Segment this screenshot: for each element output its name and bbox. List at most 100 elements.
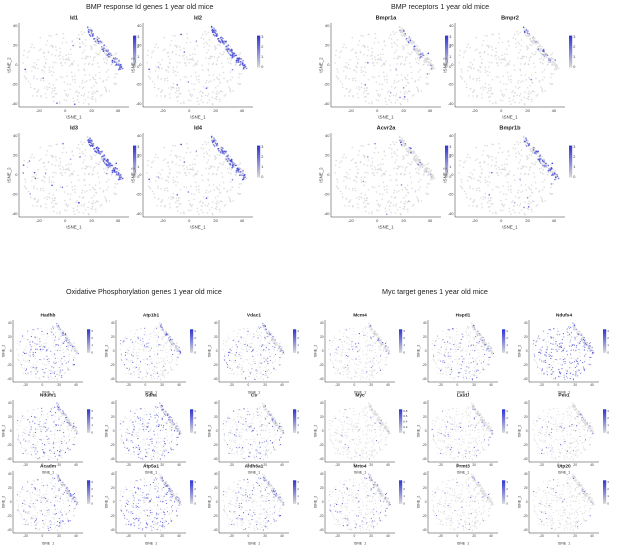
panel-gene-title: Aldh6a1 <box>245 464 264 470</box>
legend-tick-label: 1 <box>506 343 508 347</box>
y-tick-label: -40 <box>422 457 427 461</box>
y-tick-label: 20 <box>137 43 142 48</box>
panel-gene-title: Id4 <box>194 126 203 132</box>
y-tick-label: 0 <box>139 62 142 67</box>
section-title: BMP receptors 1 year old mice <box>391 2 489 11</box>
color-legend-bar <box>399 329 402 353</box>
legend-tick-label: 1 <box>261 55 263 59</box>
legend-tick-label: 3 <box>573 145 575 149</box>
y-axis-label: tSNE_2 <box>319 57 324 73</box>
y-axis-label: tSNE_2 <box>518 345 522 357</box>
legend-tick-label: 2 <box>194 336 196 340</box>
panel-gene-title: Hspd1 <box>456 313 471 319</box>
x-tick-label: 0 <box>145 534 147 538</box>
y-tick-label: 0 <box>216 500 218 504</box>
legend-tick-label: 2 <box>403 487 405 491</box>
x-tick-label: 20 <box>472 534 476 538</box>
legend-tick-label: 2 <box>297 416 299 420</box>
legend-tick-label: 3 <box>506 480 508 484</box>
y-tick-label: 0 <box>322 429 324 433</box>
legend-tick-label: 2 <box>91 416 93 420</box>
y-tick-label: -20 <box>422 443 427 447</box>
panel-gene-title: Mrto4 <box>353 464 366 470</box>
legend-tick-label: 0 <box>194 430 196 434</box>
y-tick-label: -20 <box>7 443 12 447</box>
legend-tick-label: 2 <box>194 416 196 420</box>
color-legend-bar <box>399 480 402 504</box>
legend-tick-label: 2 <box>403 336 405 340</box>
cell-points <box>223 473 285 531</box>
y-tick-label: 0 <box>526 349 528 353</box>
x-tick-label: 0 <box>248 383 250 387</box>
y-tick-label: 40 <box>325 23 330 28</box>
x-axis-label: tSNE_1 <box>66 225 82 230</box>
x-tick-label: 20 <box>472 383 476 387</box>
y-tick-label: -40 <box>448 101 455 106</box>
color-legend-bar <box>257 146 260 178</box>
x-axis-label: tSNE_1 <box>558 542 570 545</box>
x-tick-label: 0 <box>42 383 44 387</box>
y-tick-label: 40 <box>449 133 454 138</box>
legend-tick-label: 1 <box>297 494 299 498</box>
y-tick-label: 40 <box>214 401 218 405</box>
x-tick-label: -20 <box>335 534 340 538</box>
legend-tick-label: 2 <box>261 155 263 159</box>
legend-tick-label: 3 <box>91 329 93 333</box>
panel-gene-title: Bmpr2 <box>501 16 519 22</box>
y-tick-label: 40 <box>423 321 427 325</box>
legend-tick-label: 1 <box>607 343 609 347</box>
legend-tick-label: 1 <box>403 494 405 498</box>
legend-tick-label: 2 <box>573 45 575 49</box>
y-tick-label: 0 <box>10 349 12 353</box>
x-tick-label: 20 <box>263 534 267 538</box>
y-tick-label: -20 <box>422 363 427 367</box>
legend-tick-label: 2 <box>297 336 299 340</box>
y-axis-label: tSNE_2 <box>443 57 448 73</box>
panel-gene-title: Atp1b1 <box>143 313 160 319</box>
y-tick-label: -20 <box>448 82 455 87</box>
x-tick-label: 20 <box>573 383 577 387</box>
x-axis-label: tSNE_1 <box>190 225 206 230</box>
y-tick-label: 20 <box>214 335 218 339</box>
x-tick-label: 40 <box>386 534 390 538</box>
y-tick-label: 0 <box>113 429 115 433</box>
y-tick-label: -20 <box>523 514 528 518</box>
legend-tick-label: 1 <box>91 423 93 427</box>
y-tick-label: -20 <box>12 82 19 87</box>
x-tick-label: -20 <box>160 108 167 113</box>
y-tick-label: 0 <box>451 62 454 67</box>
legend-tick-label: 0 <box>506 350 508 354</box>
cell-points <box>22 26 123 106</box>
x-tick-label: 40 <box>116 108 121 113</box>
x-tick-label: 40 <box>280 534 284 538</box>
x-tick-label: 0 <box>64 218 67 223</box>
legend-tick-label: 3 <box>573 35 575 39</box>
y-tick-label: -40 <box>213 457 218 461</box>
y-axis-label: tSNE_2 <box>131 167 136 183</box>
legend-tick-label: 1 <box>403 343 405 347</box>
y-tick-label: -20 <box>324 82 331 87</box>
legend-tick-label: 0 <box>403 350 405 354</box>
y-tick-label: 40 <box>524 401 528 405</box>
cell-points <box>146 26 247 106</box>
y-tick-label: 40 <box>13 133 18 138</box>
y-tick-label: 0 <box>113 349 115 353</box>
color-legend-bar <box>603 409 606 433</box>
legend-tick-label: 0 <box>607 501 609 505</box>
y-tick-label: 20 <box>423 486 427 490</box>
legend-tick-label: 1 <box>261 165 263 169</box>
panel-gene-title: Id3 <box>70 126 78 132</box>
x-tick-label: 0 <box>558 383 560 387</box>
cell-points <box>329 322 391 380</box>
y-tick-label: 40 <box>8 401 12 405</box>
x-axis-label: tSNE_1 <box>248 542 260 545</box>
cell-points <box>432 322 494 380</box>
legend-tick-label: 1 <box>91 494 93 498</box>
legend-tick-label: 0 <box>607 350 609 354</box>
